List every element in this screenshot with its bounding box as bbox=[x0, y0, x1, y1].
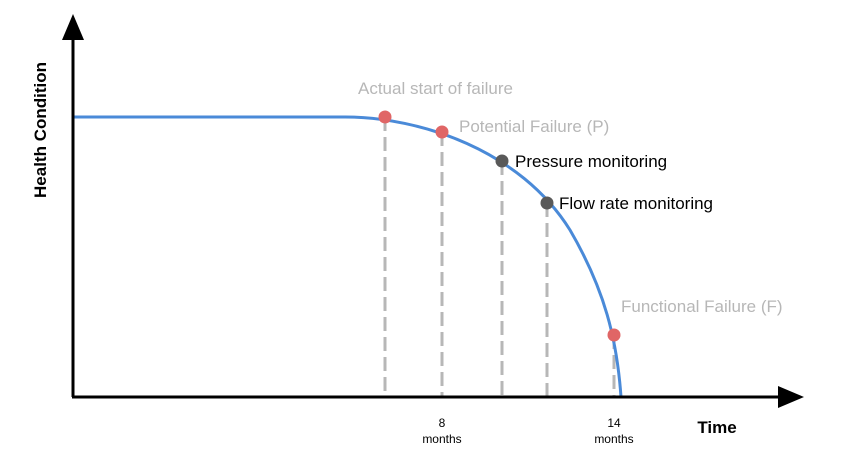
tick-value: 8 bbox=[439, 416, 446, 430]
dashed-guides bbox=[383, 117, 616, 397]
label-pressure-monitoring: Pressure monitoring bbox=[515, 152, 667, 171]
axes bbox=[62, 14, 804, 408]
y-axis-arrowhead bbox=[62, 14, 84, 40]
x-axis-title: Time bbox=[697, 418, 736, 437]
tick-value: 14 bbox=[607, 416, 621, 430]
tick-14-months: 14 months bbox=[594, 416, 633, 446]
tick-8-months: 8 months bbox=[422, 416, 461, 446]
tick-unit: months bbox=[594, 432, 633, 446]
tick-unit: months bbox=[422, 432, 461, 446]
point-actual-start bbox=[378, 110, 392, 124]
label-functional-failure: Functional Failure (F) bbox=[621, 297, 783, 316]
label-flow-rate-monitoring: Flow rate monitoring bbox=[559, 194, 713, 213]
y-axis-title: Health Condition bbox=[31, 62, 50, 198]
x-axis-arrowhead bbox=[778, 386, 804, 408]
point-flow-rate-monitoring bbox=[540, 196, 554, 210]
label-potential-failure: Potential Failure (P) bbox=[459, 117, 609, 136]
point-functional-failure bbox=[607, 328, 621, 342]
point-potential-failure bbox=[435, 125, 449, 139]
point-pressure-monitoring bbox=[495, 154, 509, 168]
label-actual-start: Actual start of failure bbox=[358, 79, 513, 98]
